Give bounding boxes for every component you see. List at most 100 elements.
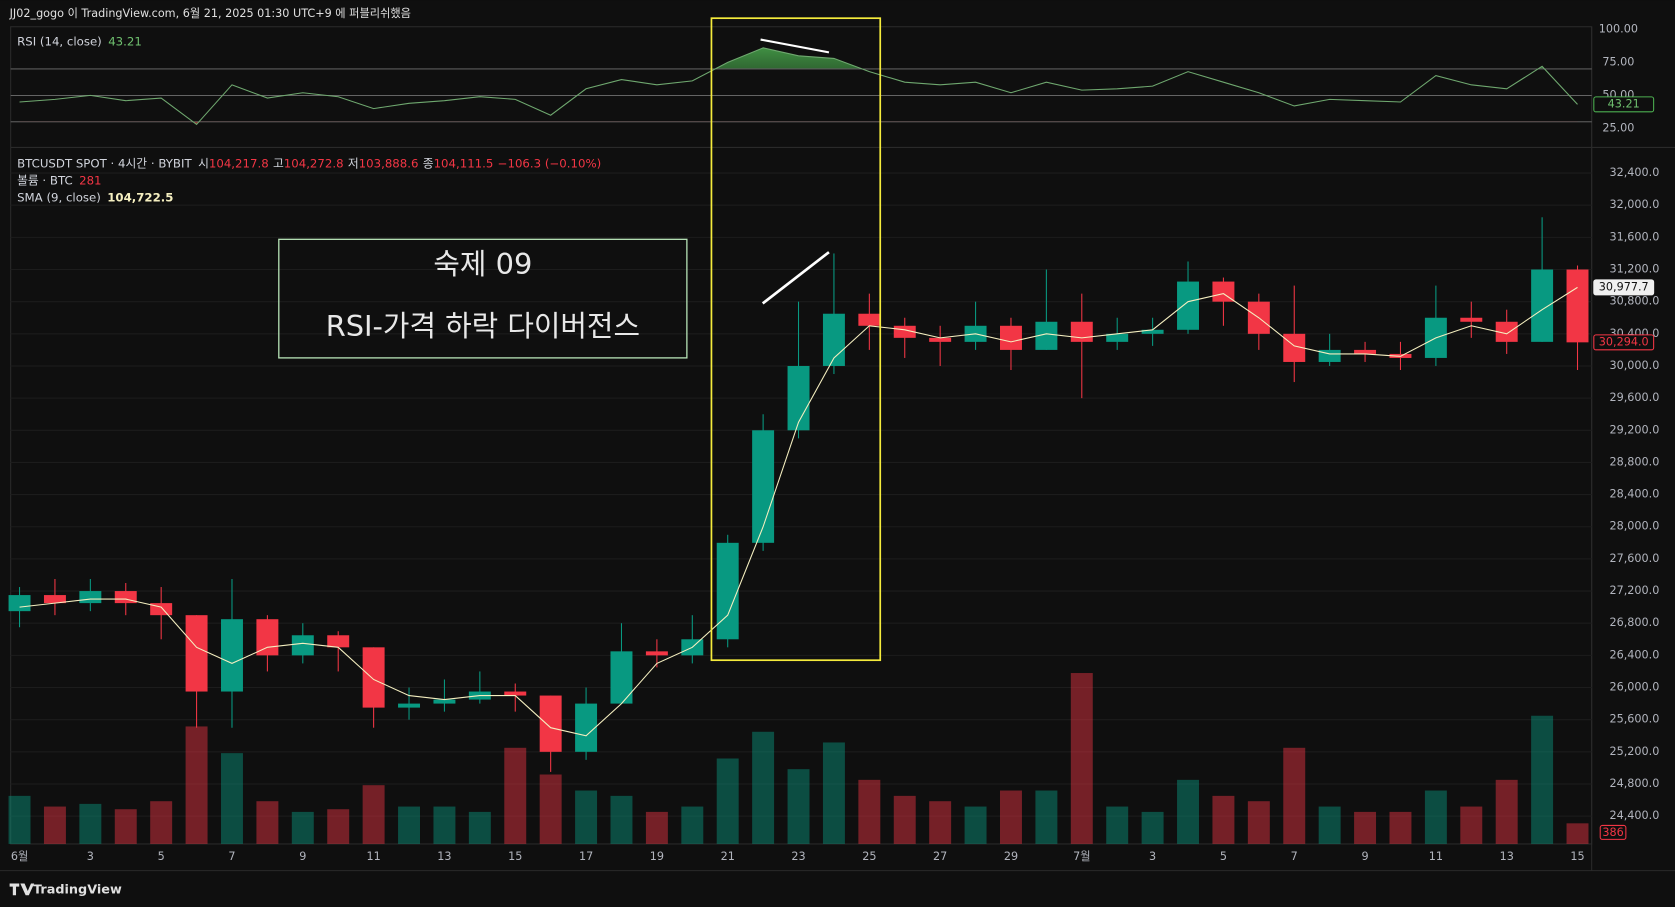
sma-legend: SMA (9, close) 104,722.5 [17, 190, 173, 204]
candle-body [610, 651, 633, 704]
candle-body [645, 651, 668, 656]
x-tick-label: 15 [1570, 850, 1584, 863]
volume-bar [79, 803, 102, 844]
candle-body [398, 703, 421, 708]
volume-bar [1247, 801, 1270, 844]
x-tick-label: 7월 [1073, 850, 1090, 863]
y-tick-label: 30,000.0 [1609, 359, 1659, 372]
rsi-value: 43.21 [108, 34, 142, 48]
volume-bar [1141, 811, 1164, 844]
price-pane [8, 217, 1589, 772]
y-tick-label: 32,400.0 [1609, 166, 1659, 179]
annotation-title: 숙제 09 [433, 247, 532, 281]
candle-body [185, 615, 208, 692]
candle-body [221, 619, 243, 692]
x-tick-label: 27 [933, 850, 947, 863]
rsi-tick-label: 25.00 [1602, 121, 1634, 134]
volume-pane [8, 673, 1589, 844]
rsi-name: RSI (14, close) [17, 34, 102, 48]
x-tick-label: 7 [228, 850, 235, 863]
volume-bar [114, 809, 137, 844]
x-tick-label: 13 [437, 850, 451, 863]
axes: 6월 3 5 7 9 11 13 15 17 19 21 23 25 27 29 7월 3 5 7 9 11 13 15 24… [11, 22, 1660, 862]
x-tick-label: 3 [1149, 850, 1156, 863]
candle-body [256, 619, 279, 656]
rsi-tick-label: 75.00 [1602, 55, 1634, 68]
volume-bar [893, 795, 916, 844]
volume-name: 볼륨 · BTC [17, 173, 73, 187]
logo-icon [9, 883, 35, 896]
candle-body [752, 430, 775, 543]
volume-bar [999, 790, 1022, 844]
volume-bar [964, 806, 987, 844]
volume-bar [1212, 795, 1235, 844]
x-tick-label: 9 [1361, 850, 1368, 863]
x-tick-label: 15 [508, 850, 522, 863]
y-tick-label: 29,200.0 [1609, 423, 1659, 436]
volume-bar [150, 801, 173, 844]
candle-body [79, 591, 102, 604]
volume-bar [716, 758, 739, 844]
volume-legend: 볼륨 · BTC 281 [17, 173, 101, 187]
annotation-subtitle: RSI-가격 하락 다이버전스 [326, 309, 640, 343]
candle-body [999, 325, 1022, 350]
candle-body [1531, 269, 1554, 342]
candle-body [1460, 317, 1483, 322]
volume-bar [327, 809, 350, 844]
x-tick-label: 9 [299, 850, 306, 863]
volume-bar [1566, 823, 1589, 844]
y-tick-label: 26,400.0 [1609, 648, 1659, 661]
volume-bar [43, 806, 66, 844]
sma-value: 104,722.5 [107, 190, 173, 204]
candle-body [787, 365, 810, 431]
volume-bar [185, 726, 208, 844]
volume-bar [539, 774, 562, 844]
high-key: 고 [273, 156, 284, 170]
candle-body [858, 313, 881, 326]
y-tick-label: 25,200.0 [1609, 745, 1659, 758]
rsi-legend: RSI (14, close) 43.21 [17, 34, 142, 48]
x-tick-label: 5 [158, 850, 165, 863]
open-value: 104,217.8 [209, 156, 269, 170]
volume-bar [362, 785, 385, 844]
y-tick-label: 27,200.0 [1609, 584, 1659, 597]
x-tick-label: 19 [650, 850, 664, 863]
volume-bar [468, 811, 491, 844]
y-tick-label: 27,600.0 [1609, 552, 1659, 565]
volume-bar [1354, 811, 1377, 844]
rsi-pane [10, 47, 1592, 126]
volume-bar [433, 806, 456, 844]
footer-brand: TradingView [33, 882, 122, 897]
low-value: 103,888.6 [359, 156, 419, 170]
volume-bar [1389, 811, 1412, 844]
candle-body [1495, 321, 1518, 342]
volume-bar [291, 811, 314, 844]
rsi-line [19, 47, 1578, 126]
volume-bar [1531, 715, 1554, 844]
candle-body [1106, 333, 1129, 342]
volume-value: 281 [79, 173, 101, 187]
x-tick-label: 6월 [11, 850, 28, 863]
volume-bar [1177, 779, 1199, 844]
candle-body [433, 699, 456, 704]
candle-body [1212, 281, 1235, 302]
volume-bar [1283, 747, 1306, 844]
volume-last-label-bg [1599, 824, 1627, 840]
x-tick-label: 5 [1220, 850, 1227, 863]
candle-body [291, 635, 314, 656]
candle-body [716, 542, 739, 640]
price-divergence-line [761, 251, 830, 305]
volume-bar [858, 779, 881, 844]
low-key: 저 [348, 156, 359, 170]
volume-bar [1035, 790, 1058, 844]
volume-bar [1318, 806, 1341, 844]
candle-body [575, 703, 598, 752]
high-value: 104,272.8 [284, 156, 344, 170]
candle-body [1566, 269, 1589, 343]
volume-bar [752, 731, 775, 844]
change-value: −106.3 (−0.10%) [498, 156, 602, 170]
candle-body [1070, 321, 1093, 342]
price-last-label-bg [1593, 334, 1655, 351]
